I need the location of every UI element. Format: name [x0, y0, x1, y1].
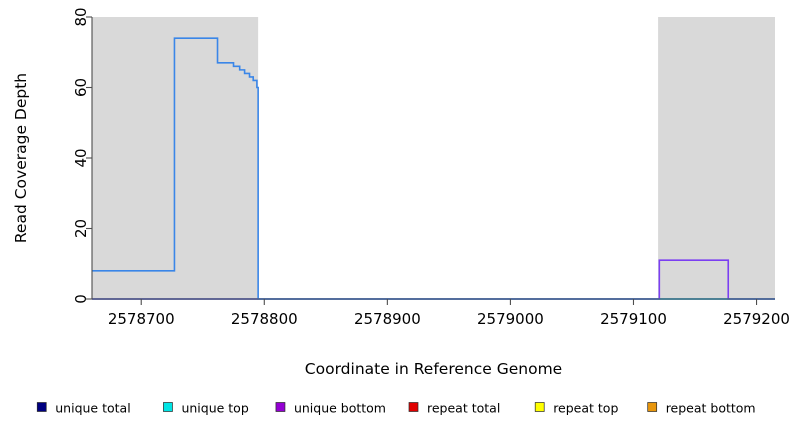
y-ticklabel-60: 60 [72, 78, 90, 97]
legend-swatch [408, 402, 419, 412]
legend-item-unique-top[interactable]: unique top [163, 401, 249, 416]
right-annotation-band [658, 17, 775, 299]
legend-item-unique-total[interactable]: unique total [36, 401, 131, 416]
x-axis-title: Coordinate in Reference Genome [305, 360, 562, 378]
legend-label: unique top [181, 401, 248, 416]
legend-label: repeat top [553, 401, 618, 416]
legend-label: repeat total [427, 401, 500, 416]
y-ticklabel-20: 20 [72, 219, 90, 238]
x-ticklabel-2578800: 2578800 [231, 310, 298, 328]
axes-group [86, 16, 775, 305]
x-ticklabel-2578700: 2578700 [108, 310, 175, 328]
legend-swatch [275, 402, 286, 412]
legend-item-repeat-top[interactable]: repeat top [534, 401, 618, 416]
chart-legend: unique total unique top unique bottom repea… [36, 401, 756, 416]
y-ticklabel-40: 40 [72, 148, 90, 167]
legend-label: repeat bottom [666, 401, 756, 416]
legend-item-repeat-bottom[interactable]: repeat bottom [647, 401, 756, 416]
legend-item-unique-bottom[interactable]: unique bottom [275, 401, 386, 416]
legend-label: unique bottom [294, 401, 386, 416]
x-ticklabel-2579000: 2579000 [477, 310, 544, 328]
y-ticklabel-0: 0 [72, 294, 90, 304]
legend-swatch [647, 402, 658, 412]
x-ticklabel-2579200: 2579200 [723, 310, 790, 328]
y-axis-title: Read Coverage Depth [12, 73, 30, 243]
x-ticklabel-2578900: 2578900 [354, 310, 421, 328]
series-unique-total [92, 37, 775, 300]
tick-labels-group: 0 20 40 60 80 2578700 2578800 2578900 2579000 257… [72, 7, 790, 328]
legend-label: unique total [55, 401, 130, 416]
legend-swatch [163, 402, 173, 412]
legend-swatch [36, 402, 47, 412]
x-ticklabel-2579100: 2579100 [600, 310, 667, 328]
legend-swatch [534, 402, 545, 412]
y-ticklabel-80: 80 [72, 7, 90, 26]
legend-item-repeat-total[interactable]: repeat total [408, 401, 500, 416]
